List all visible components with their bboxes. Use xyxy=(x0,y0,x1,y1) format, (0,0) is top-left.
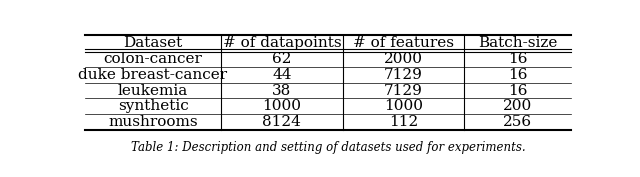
Text: duke breast-cancer: duke breast-cancer xyxy=(79,68,228,82)
Text: 200: 200 xyxy=(503,99,532,113)
Text: 1000: 1000 xyxy=(262,99,301,113)
Text: mushrooms: mushrooms xyxy=(108,115,198,129)
Text: Batch-size: Batch-size xyxy=(478,36,557,50)
Text: Table 1: Description and setting of datasets used for experiments.: Table 1: Description and setting of data… xyxy=(131,141,525,155)
Text: # of features: # of features xyxy=(353,36,454,50)
Text: colon-cancer: colon-cancer xyxy=(104,52,202,66)
Text: # of datapoints: # of datapoints xyxy=(223,36,341,50)
Text: 16: 16 xyxy=(508,52,527,66)
Text: 112: 112 xyxy=(388,115,418,129)
Text: 1000: 1000 xyxy=(384,99,423,113)
Text: synthetic: synthetic xyxy=(118,99,188,113)
Text: 16: 16 xyxy=(508,68,527,82)
Text: leukemia: leukemia xyxy=(118,84,188,98)
Text: 62: 62 xyxy=(272,52,292,66)
Text: 7129: 7129 xyxy=(384,84,423,98)
Text: 8124: 8124 xyxy=(262,115,301,129)
Text: Dataset: Dataset xyxy=(124,36,182,50)
Text: 2000: 2000 xyxy=(384,52,423,66)
Text: 16: 16 xyxy=(508,84,527,98)
Text: 38: 38 xyxy=(272,84,291,98)
Text: 256: 256 xyxy=(503,115,532,129)
Text: 44: 44 xyxy=(272,68,292,82)
Text: 7129: 7129 xyxy=(384,68,423,82)
